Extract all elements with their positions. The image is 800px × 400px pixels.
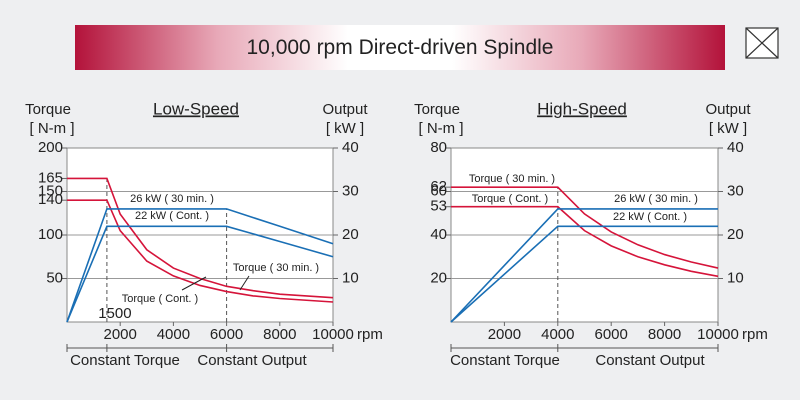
label-arrow (181, 276, 207, 291)
series-line (451, 205, 719, 278)
label-arrow (239, 275, 250, 291)
series-label: Torque ( 30 min. ) (469, 173, 555, 185)
x-tick-label: 2000 (104, 326, 137, 343)
series-label: Torque ( 30 min. ) (233, 262, 319, 274)
x-tick-label: 6000 (595, 326, 628, 343)
y-tick-label: 100 (38, 226, 63, 243)
x-unit: rpm (742, 326, 768, 343)
x-tick-label: 4000 (157, 326, 190, 343)
series-line (66, 225, 334, 323)
y-tick-label: 53 (430, 198, 447, 215)
series-label: 22 kW ( Cont. ) (613, 211, 687, 223)
y-axis-unit: [ N-m ] (419, 120, 464, 137)
y2-tick-label: 40 (727, 139, 744, 156)
y2-tick-label: 10 (342, 269, 359, 286)
plot-area (450, 147, 719, 323)
plot-area (66, 147, 334, 323)
x-tick-label: 10000 (312, 326, 354, 343)
base-speed-label: 1500 (98, 305, 131, 322)
x-tick-label: 6000 (210, 326, 243, 343)
series-line (451, 186, 719, 269)
y2-tick-label: 30 (342, 182, 359, 199)
y-tick-label: 165 (38, 169, 63, 186)
series-label: 26 kW ( 30 min. ) (130, 193, 214, 205)
y-tick-label: 50 (46, 269, 63, 286)
chart-title: High-Speed (537, 99, 627, 118)
y2-axis-unit: [ kW ] (326, 120, 364, 137)
series-line (67, 199, 334, 303)
y-tick-label: 150 (38, 182, 63, 199)
close-button[interactable] (745, 27, 779, 59)
series-line (66, 208, 334, 323)
series-line (67, 177, 334, 299)
y-tick-label: 20 (430, 269, 447, 286)
y-tick-label: 200 (38, 139, 63, 156)
y2-axis-unit: [ kW ] (709, 120, 747, 137)
y-axis-title: Torque (25, 101, 71, 118)
chart-title: Low-Speed (153, 99, 239, 118)
y-tick-label: 60 (430, 182, 447, 199)
series-line (450, 208, 718, 323)
banner: 10,000 rpm Direct-driven Spindle (75, 25, 725, 70)
x-tick-label: 2000 (488, 326, 521, 343)
y2-tick-label: 10 (727, 269, 744, 286)
region-label: Constant Torque (70, 352, 180, 369)
banner-title: 10,000 rpm Direct-driven Spindle (246, 35, 554, 59)
y2-tick-label: 40 (342, 139, 359, 156)
y-tick-label: 80 (430, 139, 447, 156)
y-tick-label: 40 (430, 226, 447, 243)
region-label: Constant Output (197, 352, 307, 369)
y2-axis-title: Output (322, 101, 368, 118)
x-tick-label: 4000 (541, 326, 574, 343)
y2-tick-label: 20 (727, 226, 744, 243)
series-label: Torque ( Cont. ) (122, 293, 198, 305)
series-line (450, 225, 718, 323)
series-label: 22 kW ( Cont. ) (135, 210, 209, 222)
y2-tick-label: 30 (727, 182, 744, 199)
y-axis-title: Torque (414, 101, 460, 118)
x-unit: rpm (357, 326, 383, 343)
series-label: 26 kW ( 30 min. ) (614, 193, 698, 205)
x-tick-label: 8000 (263, 326, 296, 343)
y2-axis-title: Output (705, 101, 751, 118)
y-tick-label: 62 (430, 178, 447, 195)
y2-tick-label: 20 (342, 226, 359, 243)
x-tick-label: 10000 (697, 326, 739, 343)
y-axis-unit: [ N-m ] (30, 120, 75, 137)
series-label: Torque ( Cont. ) (472, 193, 548, 205)
y-tick-label: 140 (38, 191, 63, 208)
region-label: Constant Torque (450, 352, 560, 369)
x-tick-label: 8000 (648, 326, 681, 343)
region-label: Constant Output (595, 352, 705, 369)
